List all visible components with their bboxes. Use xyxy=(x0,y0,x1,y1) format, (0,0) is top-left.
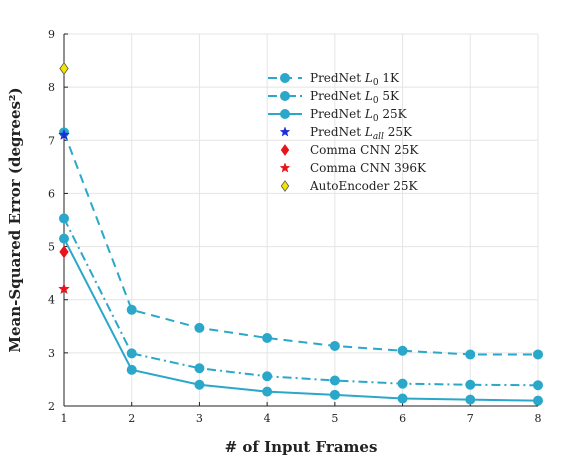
y-tick-label: 3 xyxy=(48,347,55,360)
legend-entry: PredNet L0 1K xyxy=(268,71,400,88)
legend-marker-swatch xyxy=(280,73,290,83)
data-point xyxy=(329,340,340,351)
series-3 xyxy=(58,128,70,140)
legend-entry: PredNet L0 25K xyxy=(268,107,408,124)
data-point xyxy=(465,349,476,360)
data-point xyxy=(397,393,408,404)
legend-label: PredNet L0 25K xyxy=(310,107,408,124)
data-point xyxy=(194,322,205,333)
y-tick-label: 8 xyxy=(48,81,55,94)
legend-entry: Comma CNN 25K xyxy=(280,143,419,157)
data-point xyxy=(465,379,476,390)
data-point xyxy=(59,213,69,224)
y-tick-label: 9 xyxy=(48,28,55,41)
series-line xyxy=(63,131,538,356)
x-tick-label: 3 xyxy=(196,412,203,425)
series-2 xyxy=(59,233,543,406)
data-point xyxy=(533,380,543,391)
data-point xyxy=(329,389,340,400)
x-tick-label: 2 xyxy=(128,412,135,425)
x-tick-label: 8 xyxy=(535,412,542,425)
data-point xyxy=(533,395,543,406)
x-tick-label: 1 xyxy=(61,412,68,425)
data-point xyxy=(262,386,273,397)
x-tick-label: 5 xyxy=(331,412,338,425)
data-point xyxy=(262,332,273,343)
data-point xyxy=(126,304,137,315)
series-5 xyxy=(58,282,70,295)
grid xyxy=(63,33,539,407)
legend-marker-swatch xyxy=(280,109,290,119)
x-tick-label: 7 xyxy=(467,412,474,425)
legend-label: AutoEncoder 25K xyxy=(309,179,418,193)
legend-label: PredNet L0 1K xyxy=(310,71,400,88)
data-point xyxy=(59,233,69,244)
y-tick-label: 6 xyxy=(48,187,55,200)
data-point xyxy=(533,349,543,360)
data-point xyxy=(262,371,273,382)
legend-label: Comma CNN 396K xyxy=(310,161,427,175)
series-6 xyxy=(59,62,69,75)
series-line xyxy=(63,238,539,402)
data-point xyxy=(329,375,340,386)
data-point xyxy=(58,282,70,295)
data-point xyxy=(194,379,205,390)
legend-label: PredNet Lall 25K xyxy=(310,125,413,142)
series-line xyxy=(63,217,539,387)
data-point xyxy=(59,62,69,75)
y-tick-label: 5 xyxy=(48,241,55,254)
y-tick-label: 7 xyxy=(48,134,55,147)
legend-entry: AutoEncoder 25K xyxy=(280,179,418,193)
x-tick-label: 6 xyxy=(399,412,406,425)
data-point xyxy=(194,363,205,374)
legend-entry: PredNet Lall 25K xyxy=(279,125,413,142)
legend-marker-swatch xyxy=(279,162,291,173)
x-tick-label: 4 xyxy=(264,412,271,425)
y-axis-label: Mean-Squared Error (degrees²) xyxy=(6,87,24,352)
legend-entry: PredNet L0 5K xyxy=(268,89,400,106)
y-tick-label: 2 xyxy=(48,400,55,413)
data-point xyxy=(397,345,408,356)
data-point xyxy=(126,348,137,359)
data-point xyxy=(59,245,69,259)
series-4 xyxy=(59,245,69,259)
x-axis-label: # of Input Frames xyxy=(225,438,378,456)
legend-label: Comma CNN 25K xyxy=(310,143,419,157)
series xyxy=(58,62,543,406)
y-tick-label: 4 xyxy=(48,294,55,307)
legend-label: PredNet L0 5K xyxy=(310,89,400,106)
data-point xyxy=(465,394,476,405)
legend-marker-swatch xyxy=(280,180,290,192)
data-point xyxy=(58,128,70,140)
series-1 xyxy=(59,213,543,391)
legend-entry: Comma CNN 396K xyxy=(279,161,427,175)
series-0 xyxy=(59,127,543,360)
legend-marker-swatch xyxy=(280,144,290,156)
data-point xyxy=(126,364,137,375)
legend-marker-swatch xyxy=(280,91,290,101)
data-point xyxy=(397,378,408,389)
legend-marker-swatch xyxy=(279,126,291,137)
